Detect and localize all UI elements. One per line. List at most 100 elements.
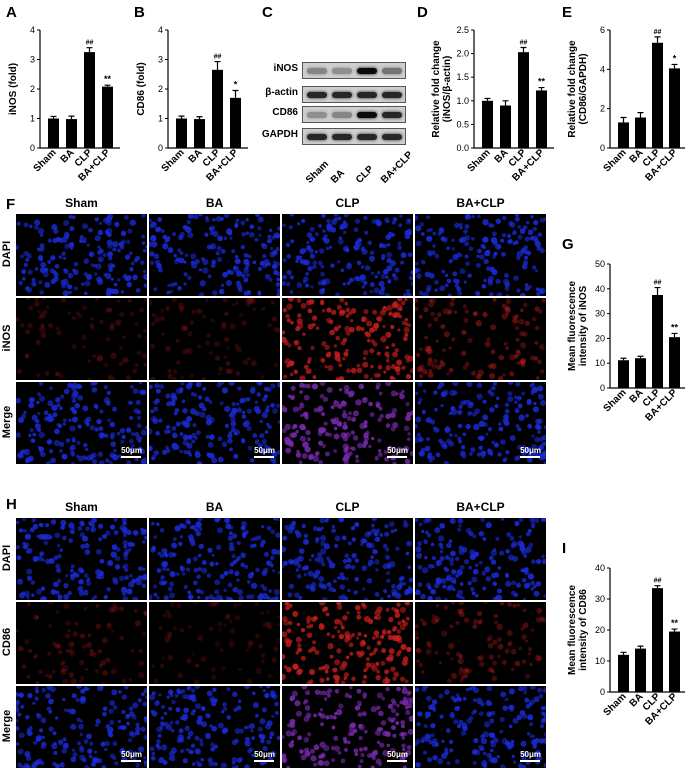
y-tick-label: 40 xyxy=(595,563,605,573)
error-bar xyxy=(178,115,185,119)
panel-letter-h: H xyxy=(6,496,17,513)
bar xyxy=(635,358,646,388)
y-tick-label: 2 xyxy=(600,104,605,114)
micrograph-panel: 50μm xyxy=(16,382,147,464)
bar xyxy=(635,117,646,148)
error-bar xyxy=(214,60,221,70)
error-bar xyxy=(637,112,644,118)
significance-marker: * xyxy=(234,79,238,89)
blot-band xyxy=(382,111,402,118)
y-tick-label: 20 xyxy=(595,625,605,635)
blot-row-label: GAPDH xyxy=(261,129,298,140)
micrograph-panel: 50μm xyxy=(16,686,147,768)
scale-bar-label: 50μm xyxy=(254,446,275,455)
blot-lane-label: BA xyxy=(329,167,347,186)
bar xyxy=(482,100,493,148)
micrograph-column-label: CLP xyxy=(335,500,360,514)
y-tick-label: 30 xyxy=(595,594,605,604)
micrograph-panel: 50μm xyxy=(415,382,546,464)
y-tick-label: 0 xyxy=(600,687,605,697)
significance-marker: ** xyxy=(538,77,546,87)
micrograph-panel xyxy=(282,214,413,296)
bar xyxy=(102,86,113,148)
blot-band xyxy=(382,91,402,98)
micrograph-panel: 50μm xyxy=(282,382,413,464)
y-tick-label: 0 xyxy=(30,143,35,153)
bar xyxy=(48,118,59,148)
scale-bar xyxy=(387,456,407,458)
y-tick-label: 10 xyxy=(595,358,605,368)
y-tick-label: 40 xyxy=(595,284,605,294)
scale-bar-label: 50μm xyxy=(520,750,541,759)
micrograph-row-label: CD86 xyxy=(1,627,13,657)
y-axis-label: Relative fold change(iNOS/β-actin) xyxy=(431,40,453,138)
panel-letter-i: I xyxy=(562,540,567,557)
western-blot: iNOS β-actin CD86 GAPDH Sham BA CLP BA+CLP xyxy=(262,56,415,196)
y-tick-label: 1.0 xyxy=(456,96,469,106)
blot-band xyxy=(332,91,352,98)
significance-marker: * xyxy=(673,53,677,63)
bar xyxy=(618,122,629,148)
blot-band xyxy=(332,67,352,74)
blot-row-label: β-actin xyxy=(265,87,298,98)
y-tick-label: 6 xyxy=(600,25,605,35)
y-tick-label: 1 xyxy=(158,114,163,124)
significance-marker: ## xyxy=(214,54,222,61)
significance-marker: ## xyxy=(520,39,528,46)
bar xyxy=(66,119,77,148)
y-tick-label: 0.5 xyxy=(456,119,469,129)
blot-band xyxy=(382,133,402,140)
bar-chart-g: 0 10 20 30 40 50 Mean fluorescenceintensity of… xyxy=(567,259,685,424)
micrograph-row-label: Merge xyxy=(1,709,13,743)
error-bar xyxy=(671,63,678,69)
y-tick-label: 2 xyxy=(158,84,163,94)
blot-lane-label: CLP xyxy=(354,163,376,186)
y-axis-label: Mean fluorescenceintensity of iNOS xyxy=(567,281,589,371)
scale-bar-label: 50μm xyxy=(254,750,275,759)
y-tick-label: 2.5 xyxy=(456,25,469,35)
micrograph-panel xyxy=(282,602,413,684)
micrograph-row-label: iNOS xyxy=(1,324,13,352)
micrograph-column-label: CLP xyxy=(335,196,360,210)
blot-row-label: CD86 xyxy=(272,107,298,118)
scale-bar xyxy=(520,456,540,458)
error-bar xyxy=(654,286,661,295)
micrograph-row-label: DAPI xyxy=(1,240,13,268)
micrograph-panel xyxy=(16,602,147,684)
micrograph-panel xyxy=(415,298,546,380)
error-bar xyxy=(86,47,93,53)
y-tick-label: 0 xyxy=(600,383,605,393)
y-axis-label: Relative fold change(CD86/GAPDH) xyxy=(567,40,589,138)
significance-marker: ** xyxy=(671,618,679,628)
blot-band xyxy=(307,111,327,118)
scale-bar-label: 50μm xyxy=(387,750,408,759)
scale-bar xyxy=(254,760,274,762)
scale-bar-label: 50μm xyxy=(520,446,541,455)
blot-strip xyxy=(302,128,406,145)
y-tick-label: 30 xyxy=(595,309,605,319)
blot-band xyxy=(382,67,402,74)
error-bar xyxy=(620,357,627,361)
y-axis-label: CD86 (fold) xyxy=(136,62,147,115)
bar xyxy=(536,90,547,148)
micrograph-panel xyxy=(149,298,280,380)
micrograph-panel xyxy=(149,518,280,600)
micrograph-panel xyxy=(415,518,546,600)
micrograph-column-label: Sham xyxy=(65,500,98,514)
micrograph-column-label: BA xyxy=(205,196,224,210)
micrograph-column-label: Sham xyxy=(65,196,98,210)
scale-bar-label: 50μm xyxy=(387,446,408,455)
panel-letter-d: D xyxy=(417,4,428,21)
scale-bar xyxy=(520,760,540,762)
category-label: Sham xyxy=(602,691,629,718)
panel-letter-e: E xyxy=(562,4,573,21)
bar xyxy=(500,105,511,148)
bar xyxy=(669,68,680,148)
blot-strip xyxy=(302,106,406,123)
significance-marker: ## xyxy=(654,280,662,287)
micrograph-panel xyxy=(16,298,147,380)
micrograph-panel xyxy=(149,214,280,296)
scale-bar xyxy=(121,760,141,762)
y-tick-label: 4 xyxy=(600,64,605,74)
